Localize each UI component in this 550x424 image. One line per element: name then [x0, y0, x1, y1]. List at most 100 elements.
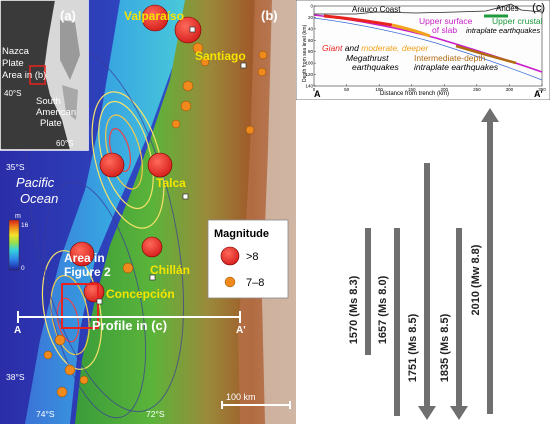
giant-label: Giant [322, 43, 343, 53]
quake-marker-large [69, 241, 95, 267]
timeline-arrow-down [418, 406, 436, 420]
panel-label-b: (b) [261, 8, 278, 23]
andes-label: Andes [496, 4, 519, 13]
timeline-panel: 1570 (Ms 8.3) 1657 (Ms 8.0) 1751 (Ms 8.5) 1… [348, 108, 499, 420]
profile-y-tick-label: 60 [308, 38, 314, 43]
profile-y-tick-label: 0 [310, 4, 313, 9]
topography-line [314, 3, 543, 15]
profile-endpoint-a: A [14, 325, 21, 336]
figure2-area-box [61, 283, 99, 329]
quake-marker-large [141, 236, 163, 258]
earthquakes-moderate [43, 42, 268, 398]
city-markers [96, 26, 247, 305]
colorbar [8, 219, 20, 271]
arauco-coast-label: Arauco Coast [352, 5, 401, 14]
megathrust-label-line1: Megathrust [346, 53, 389, 63]
panel-label-a: (a) [60, 8, 76, 23]
inset-nazca-line3: Area in (b) [2, 70, 46, 81]
timeline-event-label: 2010 (Mw 8.8) [470, 244, 482, 315]
area-label-line1: Area in [64, 251, 105, 265]
inset-sa-line3: Plate [40, 118, 62, 129]
lon-label-74: 74°S [36, 409, 55, 419]
inset-map [0, 0, 89, 151]
quake-marker-large [147, 152, 173, 178]
profile-x-tick-label: 100 [375, 87, 383, 92]
timeline-event-label: 1657 (Ms 8.0) [377, 275, 389, 344]
ocean-label-line2: Ocean [20, 191, 58, 206]
city-label-concepcion: Concepción [106, 287, 175, 301]
timeline-bar [456, 228, 462, 406]
lat-label-38: 38°S [6, 372, 25, 382]
profile-a-prime-label: A' [534, 89, 543, 99]
profile-endpoint-a-prime: A' [236, 325, 246, 336]
timeline-event-label: 1751 (Ms 8.5) [407, 313, 419, 382]
inset-nazca-line1: Nazca [2, 46, 30, 57]
city-label-chillan: Chillán [150, 263, 190, 277]
megathrust-type-label: Giant and moderate, deeper [322, 43, 430, 53]
profile-x-tick-label: 200 [441, 87, 449, 92]
timeline-event-label: 1835 (Ms 8.5) [439, 313, 451, 382]
timeline-bar [394, 228, 400, 416]
profile-panel: 0 50 100 150 200 250 300 350020406080100120140 … [296, 0, 550, 100]
timeline-bar [487, 122, 493, 414]
ocean-label-line1: Pacific [16, 175, 55, 190]
timeline-event-label: 1570 (Ms 8.3) [348, 275, 360, 344]
profile-x-tick-label: 150 [408, 87, 416, 92]
and-label: and [342, 43, 361, 53]
profile-line [17, 311, 241, 323]
timeline-arrow-up [481, 108, 499, 122]
city-label-talca: Talca [156, 176, 186, 190]
inset-nazca-line2: Plate [2, 58, 24, 69]
map-panel: (b) (a) Nazca Plate Area in (b) 40°S Sou… [0, 0, 296, 424]
profile-a-label: A [314, 89, 321, 99]
colorbar-top-label: 16 [21, 222, 29, 229]
scale-bar [221, 401, 291, 409]
profile-y-tick-label: 100 [305, 61, 313, 66]
timeline-bars: 1570 (Ms 8.3) 1657 (Ms 8.0) 1751 (Ms 8.5) 1… [348, 108, 499, 420]
profile-x-tick-label: 0 [313, 87, 316, 92]
profile-x-tick-label: 50 [344, 87, 350, 92]
inset-area-box [29, 65, 46, 85]
earthquakes-major [69, 4, 202, 303]
slab-label-line1: Upper surface [419, 16, 473, 26]
intermediate-depth-zone [455, 44, 517, 65]
timeline-bar [365, 228, 371, 355]
legend-title: Magnitude [214, 228, 269, 240]
profile-x-tick-label: 350 [538, 87, 546, 92]
moderate-megathrust-zone [391, 23, 431, 38]
slab-label-line2: of slab [432, 25, 457, 35]
inset-sa-line2: American [36, 107, 76, 118]
profile-x-tick-label: 300 [506, 87, 514, 92]
profile-y-axis-label: Depth from sea level (km) [302, 24, 308, 82]
profile-y-tick-label: 140 [305, 84, 313, 89]
intermediate-label-line2: intraplate earthquakes [414, 62, 499, 72]
profile-y-tick-label: 80 [308, 49, 314, 54]
profile-label: Profile in (c) [92, 318, 167, 333]
timeline-bar [424, 163, 430, 406]
profile-x-tick-label: 250 [473, 87, 481, 92]
legend-big-label: >8 [246, 251, 259, 263]
giant-megathrust-zone [323, 14, 393, 27]
city-label-santiago: Santiago [195, 49, 246, 63]
profile-x-axis-label: Distance from trench (km) [380, 91, 449, 97]
timeline-event: 2010 (Mw 8.8) [470, 108, 499, 414]
profile-y-tick-label: 20 [308, 15, 314, 20]
scale-bar-label: 100 km [226, 392, 256, 402]
colorbar-unit: m [15, 213, 21, 220]
lon-label-72: 72°S [146, 409, 165, 419]
megathrust-label-line2: earthquakes [352, 62, 400, 72]
inset-lat-60: 60°S [56, 139, 73, 148]
intermediate-label-line1: Intermediate-depth [414, 53, 486, 63]
quake-marker-large [174, 16, 202, 44]
timeline-event: 1570 (Ms 8.3) [348, 228, 371, 355]
profile-panel-label: (c) [532, 2, 545, 14]
andes-peaks [262, 0, 296, 424]
inset-sa-line1: South [36, 96, 61, 107]
area-label-line2: Figure 2 [64, 265, 111, 279]
crustal-label-line1: Upper crustal [492, 16, 543, 26]
inset-lat-40: 40°S [4, 89, 21, 98]
crustal-label-line2: intraplate earthquakes [466, 26, 540, 35]
quake-marker-large [141, 4, 169, 32]
oceanic-crust-line [313, 17, 543, 81]
